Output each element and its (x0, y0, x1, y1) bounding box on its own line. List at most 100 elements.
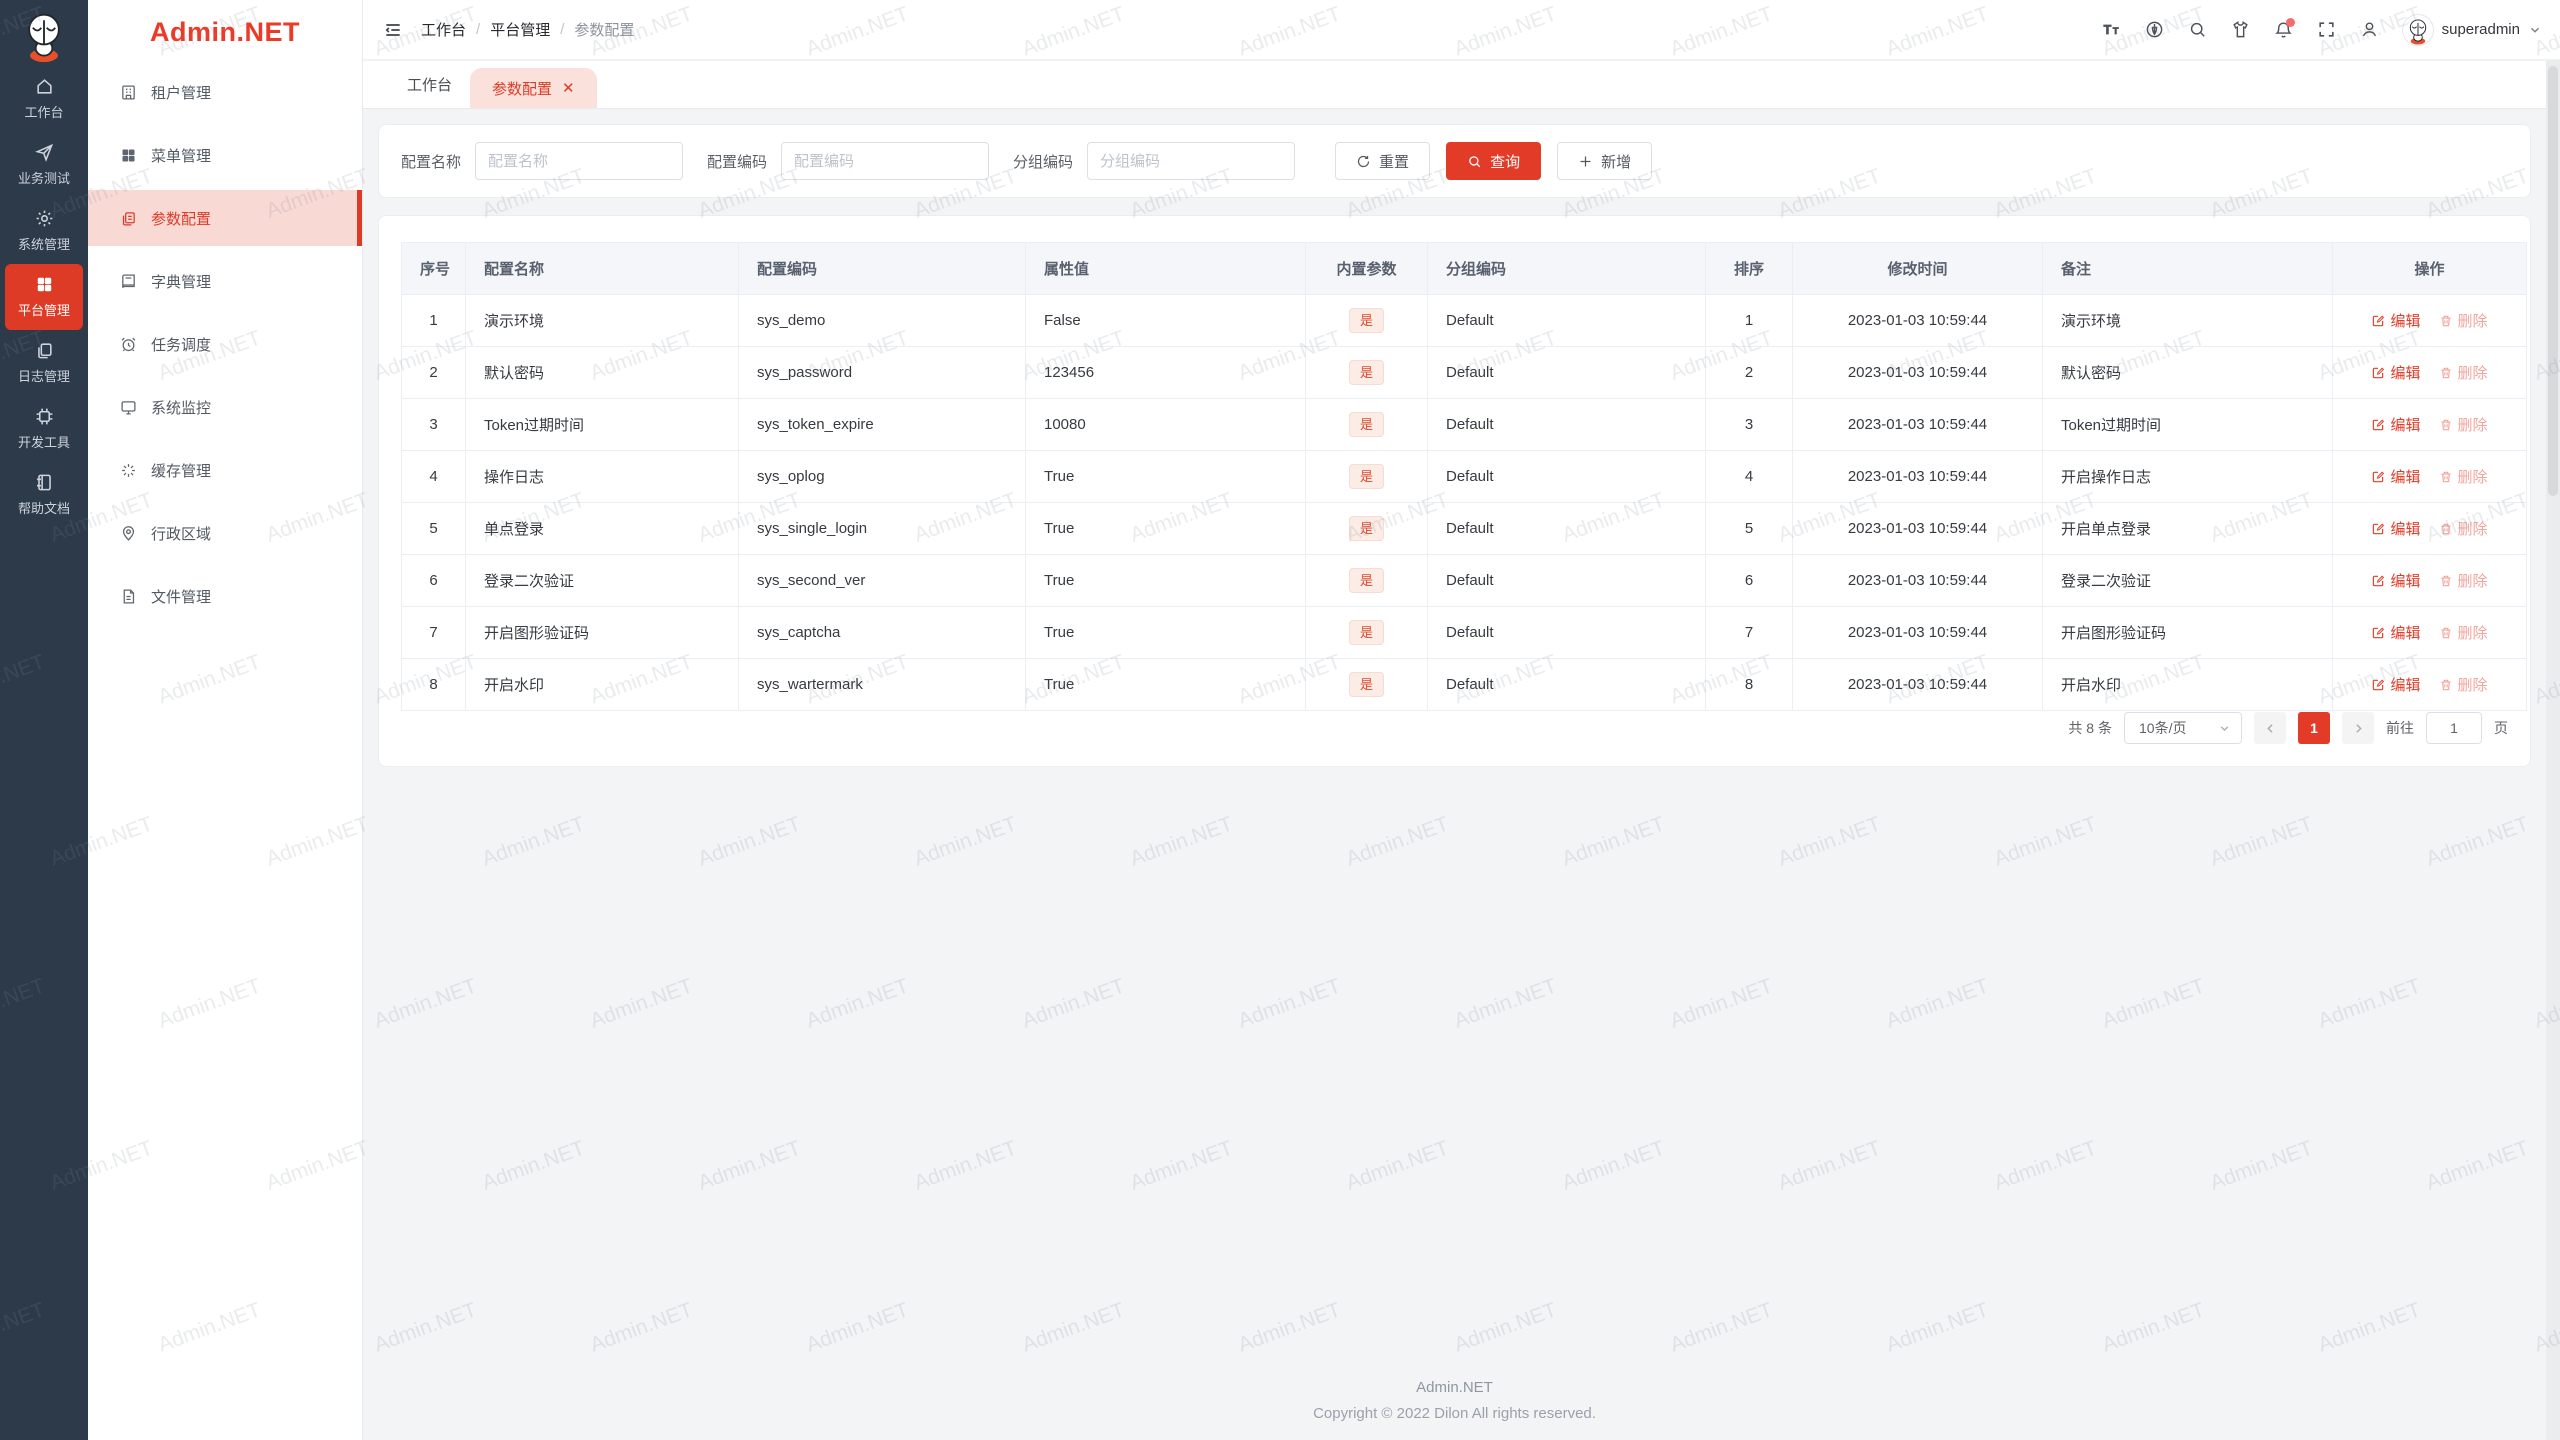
sidebar-item-dict-mgmt[interactable]: 字典管理 (88, 253, 362, 309)
notifications-button[interactable] (2267, 13, 2301, 47)
cell-sort: 7 (1705, 606, 1793, 659)
cell-value: False (1025, 294, 1306, 347)
sidebar-item-cache-mgmt[interactable]: 缓存管理 (88, 442, 362, 498)
sidebar-item-sys-monitor[interactable]: 系统监控 (88, 379, 362, 435)
edit-button[interactable]: 编辑 (2371, 414, 2421, 435)
builtin-badge: 是 (1348, 568, 1384, 593)
config-code-input[interactable] (781, 142, 990, 180)
sidebar-item-label: 系统监控 (151, 399, 212, 417)
edit-button[interactable]: 编辑 (2371, 310, 2421, 331)
reset-button[interactable]: 重置 (1335, 142, 1431, 180)
rail-item-system-mgmt[interactable]: 系统管理 (0, 198, 88, 264)
alarm-icon (121, 337, 136, 351)
edit-button[interactable]: 编辑 (2371, 622, 2421, 643)
edit-label: 编辑 (2390, 521, 2421, 538)
reset-label: 重置 (1379, 153, 1410, 171)
module-sidebar: Admin.NET 租户管理 菜单管理 参数配置 字典管理 任务调度 系统监控 … (88, 0, 363, 1440)
rail-item-label: 日志管理 (17, 369, 70, 384)
trash-icon (2440, 315, 2451, 326)
delete-button[interactable]: 删除 (2439, 622, 2488, 643)
cell-seq: 4 (401, 450, 466, 503)
scrollbar-thumb[interactable] (2548, 66, 2558, 496)
sidebar-fold-button[interactable] (383, 20, 403, 40)
rail-item-platform-mgmt[interactable]: 平台管理 (5, 264, 83, 330)
cell-name: 演示环境 (465, 294, 739, 347)
group-code-input[interactable] (1087, 142, 1296, 180)
cell-time: 2023-01-03 10:59:44 (1792, 606, 2043, 659)
page-scrollbar[interactable] (2546, 60, 2560, 1440)
sidebar-item-param-config[interactable]: 参数配置 (88, 190, 362, 246)
delete-button[interactable]: 删除 (2439, 518, 2488, 539)
breadcrumb-item-workbench[interactable]: 工作台 (421, 22, 467, 39)
edit-button[interactable]: 编辑 (2371, 518, 2421, 539)
next-page-button[interactable] (2342, 712, 2374, 744)
language-button[interactable] (2138, 13, 2172, 47)
edit-label: 编辑 (2390, 573, 2421, 590)
breadcrumb-item-platform[interactable]: 平台管理 (490, 22, 551, 39)
cell-sort: 3 (1705, 398, 1793, 451)
fullscreen-button[interactable] (2310, 13, 2344, 47)
sidebar-item-tenant-mgmt[interactable]: 租户管理 (88, 64, 362, 120)
rail-item-log-mgmt[interactable]: 日志管理 (0, 330, 88, 396)
prev-page-button[interactable] (2254, 712, 2286, 744)
rail-item-dev-tools[interactable]: 开发工具 (0, 396, 88, 462)
avatar (2401, 13, 2434, 46)
user-menu[interactable]: superadmin (2401, 13, 2542, 46)
sidebar-item-menu-mgmt[interactable]: 菜单管理 (88, 127, 362, 183)
cell-value: True (1025, 606, 1306, 659)
sidebar-logo[interactable]: Admin.NET (88, 0, 362, 64)
delete-button[interactable]: 删除 (2439, 570, 2488, 591)
rail-item-help-docs[interactable]: 帮助文档 (0, 462, 88, 528)
cell-builtin: 是 (1305, 606, 1428, 659)
page-size-select[interactable]: 10条/页 (2124, 712, 2242, 744)
sidebar-item-label: 行政区域 (151, 525, 212, 543)
cell-ops: 编辑 删除 (2332, 502, 2527, 555)
edit-icon (2373, 627, 2385, 638)
cell-remark: Token过期时间 (2042, 398, 2333, 451)
builtin-badge: 是 (1348, 308, 1384, 333)
theme-button[interactable] (2224, 13, 2258, 47)
query-button[interactable]: 查询 (1446, 142, 1542, 180)
search-button[interactable] (2181, 13, 2215, 47)
cell-code: sys_single_login (738, 502, 1026, 555)
config-name-label: 配置名称 (401, 153, 462, 171)
delete-button[interactable]: 删除 (2439, 414, 2488, 435)
sidebar-item-admin-region[interactable]: 行政区域 (88, 505, 362, 561)
rail-item-workbench[interactable]: 工作台 (0, 66, 88, 132)
breadcrumb-separator: / (560, 21, 565, 38)
page-number-current[interactable]: 1 (2298, 712, 2330, 744)
delete-label: 删除 (2457, 573, 2488, 590)
app-rail: 工作台 业务测试 系统管理 平台管理 日志管理 开发工具 帮助文档 (0, 0, 88, 1440)
col-name: 配置名称 (465, 242, 739, 295)
goto-page-input[interactable] (2426, 712, 2482, 744)
rail-item-label: 业务测试 (17, 171, 70, 186)
tab-workbench[interactable]: 工作台 (389, 60, 470, 108)
delete-button[interactable]: 删除 (2439, 362, 2488, 383)
tab-close-icon[interactable]: ✕ (562, 79, 575, 97)
edit-button[interactable]: 编辑 (2371, 570, 2421, 591)
cell-time: 2023-01-03 10:59:44 (1792, 658, 2043, 711)
edit-button[interactable]: 编辑 (2371, 362, 2421, 383)
builtin-badge: 是 (1348, 412, 1384, 437)
delete-label: 删除 (2457, 625, 2488, 642)
delete-button[interactable]: 删除 (2439, 310, 2488, 331)
edit-button[interactable]: 编辑 (2371, 674, 2421, 695)
send-icon (34, 143, 53, 162)
rail-item-business-test[interactable]: 业务测试 (0, 132, 88, 198)
edit-button[interactable]: 编辑 (2371, 466, 2421, 487)
cell-code: sys_password (738, 346, 1026, 399)
builtin-badge: 是 (1348, 672, 1384, 697)
sidebar-item-task-schedule[interactable]: 任务调度 (88, 316, 362, 372)
cell-time: 2023-01-03 10:59:44 (1792, 554, 2043, 607)
profile-button[interactable] (2353, 13, 2387, 47)
tab-param-config[interactable]: 参数配置 ✕ (470, 68, 597, 108)
page-size-value: 10条/页 (2139, 720, 2187, 736)
config-name-input[interactable] (475, 142, 684, 180)
delete-label: 删除 (2457, 313, 2488, 330)
app-logo[interactable] (0, 0, 88, 66)
delete-button[interactable]: 删除 (2439, 674, 2488, 695)
delete-button[interactable]: 删除 (2439, 466, 2488, 487)
add-button[interactable]: 新增 (1557, 142, 1653, 180)
sidebar-item-file-mgmt[interactable]: 文件管理 (88, 568, 362, 624)
